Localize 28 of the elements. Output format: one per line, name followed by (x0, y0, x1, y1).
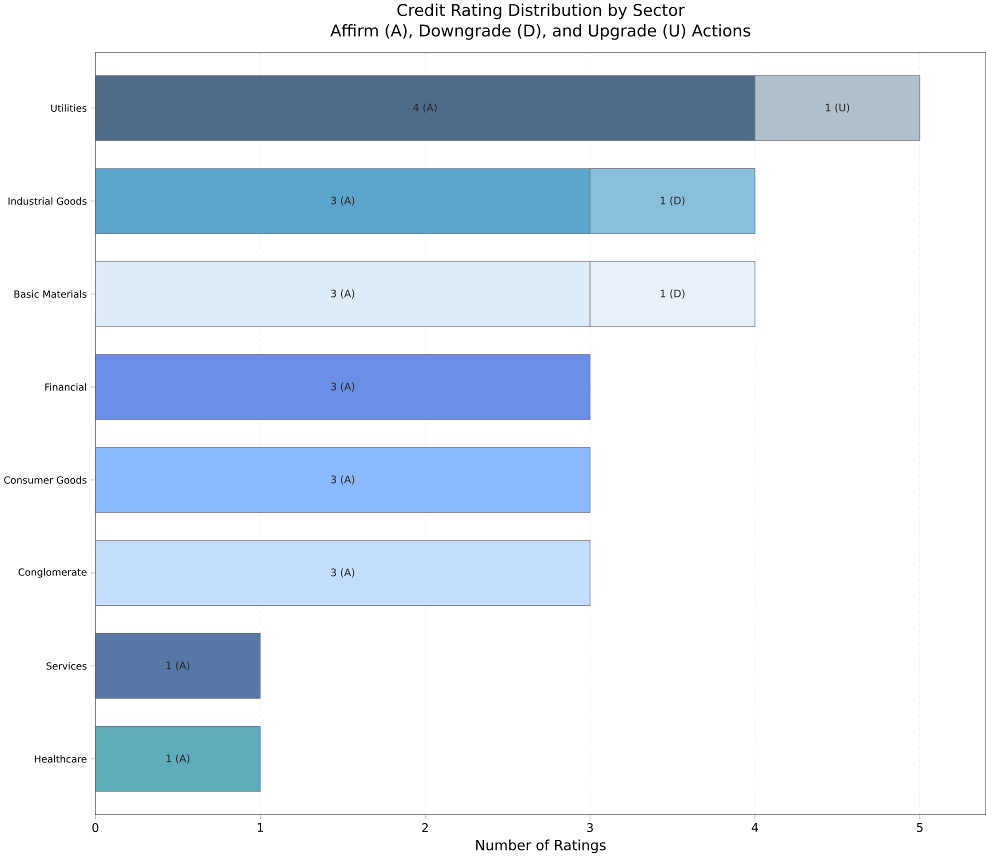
data-label: 3 (A) (331, 568, 354, 578)
y-tick-label: Basic Materials (14, 290, 86, 298)
data-label: 1 (D) (660, 196, 684, 206)
y-tick-label: Financial (45, 383, 86, 391)
y-tick-label: Industrial Goods (8, 197, 86, 205)
data-label: 3 (A) (331, 382, 354, 392)
data-label: 3 (A) (331, 196, 354, 206)
x-tick-label: 3 (587, 823, 593, 832)
y-tick-label: Consumer Goods (4, 476, 86, 484)
data-label: 3 (A) (331, 476, 354, 485)
data-label: 4 (A) (413, 104, 437, 113)
x-axis-title: Number of Ratings (476, 840, 606, 854)
x-tick-label: 4 (752, 823, 758, 832)
chart-title: Credit Rating Distribution by Sector Affirm (A), Downgrade (D), and Upgrade (U) Actions (330, 4, 750, 40)
y-tick-label: Healthcare (34, 755, 86, 763)
data-label: 1 (D) (660, 290, 684, 299)
x-tick-label: 0 (92, 823, 98, 832)
y-tick-label: Services (46, 662, 86, 670)
data-label: 1 (A) (166, 754, 190, 764)
y-tick-label: Utilities (51, 104, 86, 112)
data-label: 1 (U) (826, 104, 850, 113)
x-tick-label: 1 (258, 823, 263, 832)
data-label: 1 (A) (166, 661, 190, 671)
x-tick-label: 5 (916, 823, 923, 832)
bar (95, 447, 590, 513)
x-tick-label: 2 (422, 823, 428, 832)
y-tick-label: Conglomerate (18, 568, 86, 578)
data-label: 3 (A) (331, 290, 354, 299)
